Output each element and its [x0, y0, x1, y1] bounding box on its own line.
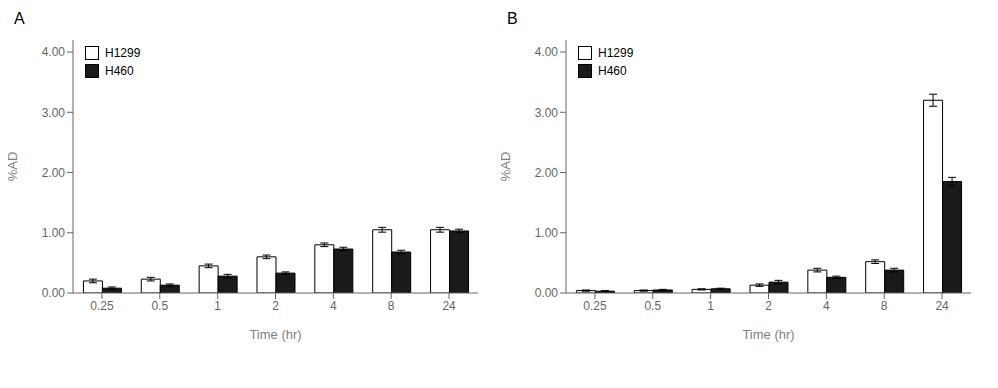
- svg-text:4.00: 4.00: [42, 45, 66, 59]
- svg-text:24: 24: [935, 299, 949, 313]
- svg-text:0.00: 0.00: [535, 286, 559, 300]
- svg-text:4: 4: [330, 299, 337, 313]
- svg-text:2: 2: [272, 299, 279, 313]
- svg-text:1: 1: [214, 299, 221, 313]
- svg-text:3.00: 3.00: [535, 106, 559, 120]
- svg-text:2.00: 2.00: [535, 166, 559, 180]
- svg-text:%AD: %AD: [8, 152, 20, 182]
- svg-text:0.5: 0.5: [151, 299, 168, 313]
- svg-text:0.5: 0.5: [644, 299, 661, 313]
- svg-text:4.00: 4.00: [535, 45, 559, 59]
- svg-text:8: 8: [881, 299, 888, 313]
- svg-text:0.25: 0.25: [583, 299, 607, 313]
- svg-text:8: 8: [388, 299, 395, 313]
- html-text:H460: H460: [598, 64, 627, 78]
- svg-text:2: 2: [765, 299, 772, 313]
- svg-text:1.00: 1.00: [535, 226, 559, 240]
- html-text:H1299: H1299: [598, 46, 634, 60]
- html-text:H460: H460: [105, 64, 134, 78]
- svg-text:%AD: %AD: [501, 152, 513, 182]
- html-text:A: A: [14, 10, 25, 27]
- svg-text:4: 4: [823, 299, 830, 313]
- svg-text:Time (hr): Time (hr): [249, 327, 301, 342]
- html-text:H1299: H1299: [105, 46, 141, 60]
- html-text:B: B: [507, 10, 518, 27]
- svg-text:0.00: 0.00: [42, 286, 66, 300]
- svg-text:0.25: 0.25: [90, 299, 114, 313]
- svg-text:3.00: 3.00: [42, 106, 66, 120]
- svg-text:1.00: 1.00: [42, 226, 66, 240]
- svg-text:1: 1: [707, 299, 714, 313]
- svg-text:24: 24: [442, 299, 456, 313]
- svg-text:Time (hr): Time (hr): [742, 327, 794, 342]
- svg-text:2.00: 2.00: [42, 166, 66, 180]
